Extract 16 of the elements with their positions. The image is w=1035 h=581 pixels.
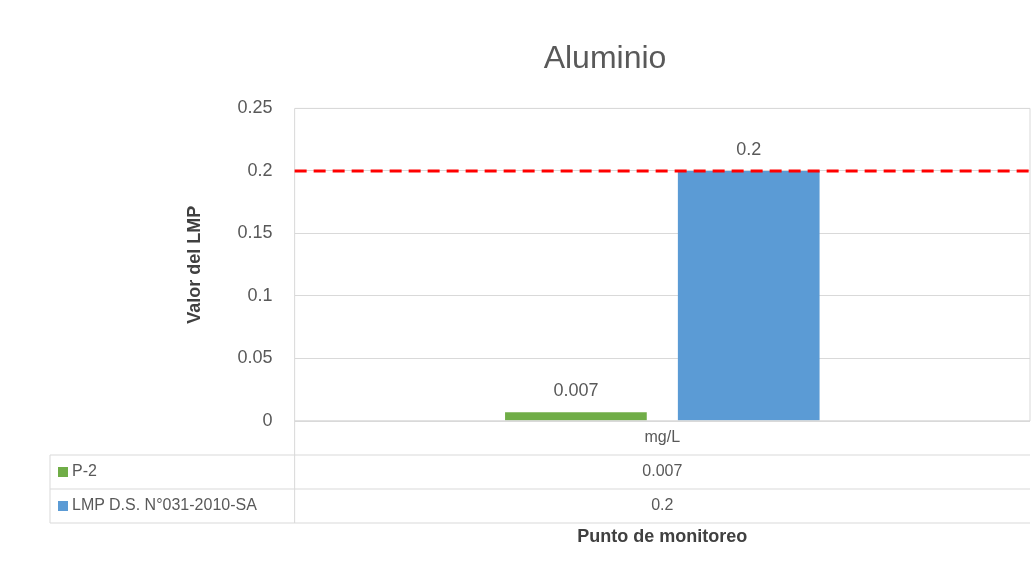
chart-title: Aluminio bbox=[543, 39, 667, 76]
y-tick-label: 0 bbox=[262, 409, 273, 430]
legend-label: LMP D.S. N°031-2010-SA bbox=[72, 496, 258, 514]
data-label: 0.2 bbox=[736, 138, 762, 159]
text: 0.2 bbox=[651, 496, 674, 514]
y-tick-label: 0.15 bbox=[237, 222, 273, 243]
text: Punto de monitoreo bbox=[577, 525, 748, 546]
y-tick-label: 0.05 bbox=[237, 347, 273, 368]
y-tick-label: 0.25 bbox=[237, 97, 273, 118]
x-tick-label: mg/L bbox=[644, 428, 681, 446]
text: 0.007 bbox=[642, 462, 683, 480]
y-tick-label: 0.1 bbox=[247, 284, 273, 305]
legend-label: P-2 bbox=[72, 462, 97, 480]
data-label: 0.007 bbox=[553, 380, 599, 401]
y-axis-title: Valor del LMP bbox=[183, 205, 204, 324]
y-tick-label: 0.2 bbox=[247, 159, 273, 180]
